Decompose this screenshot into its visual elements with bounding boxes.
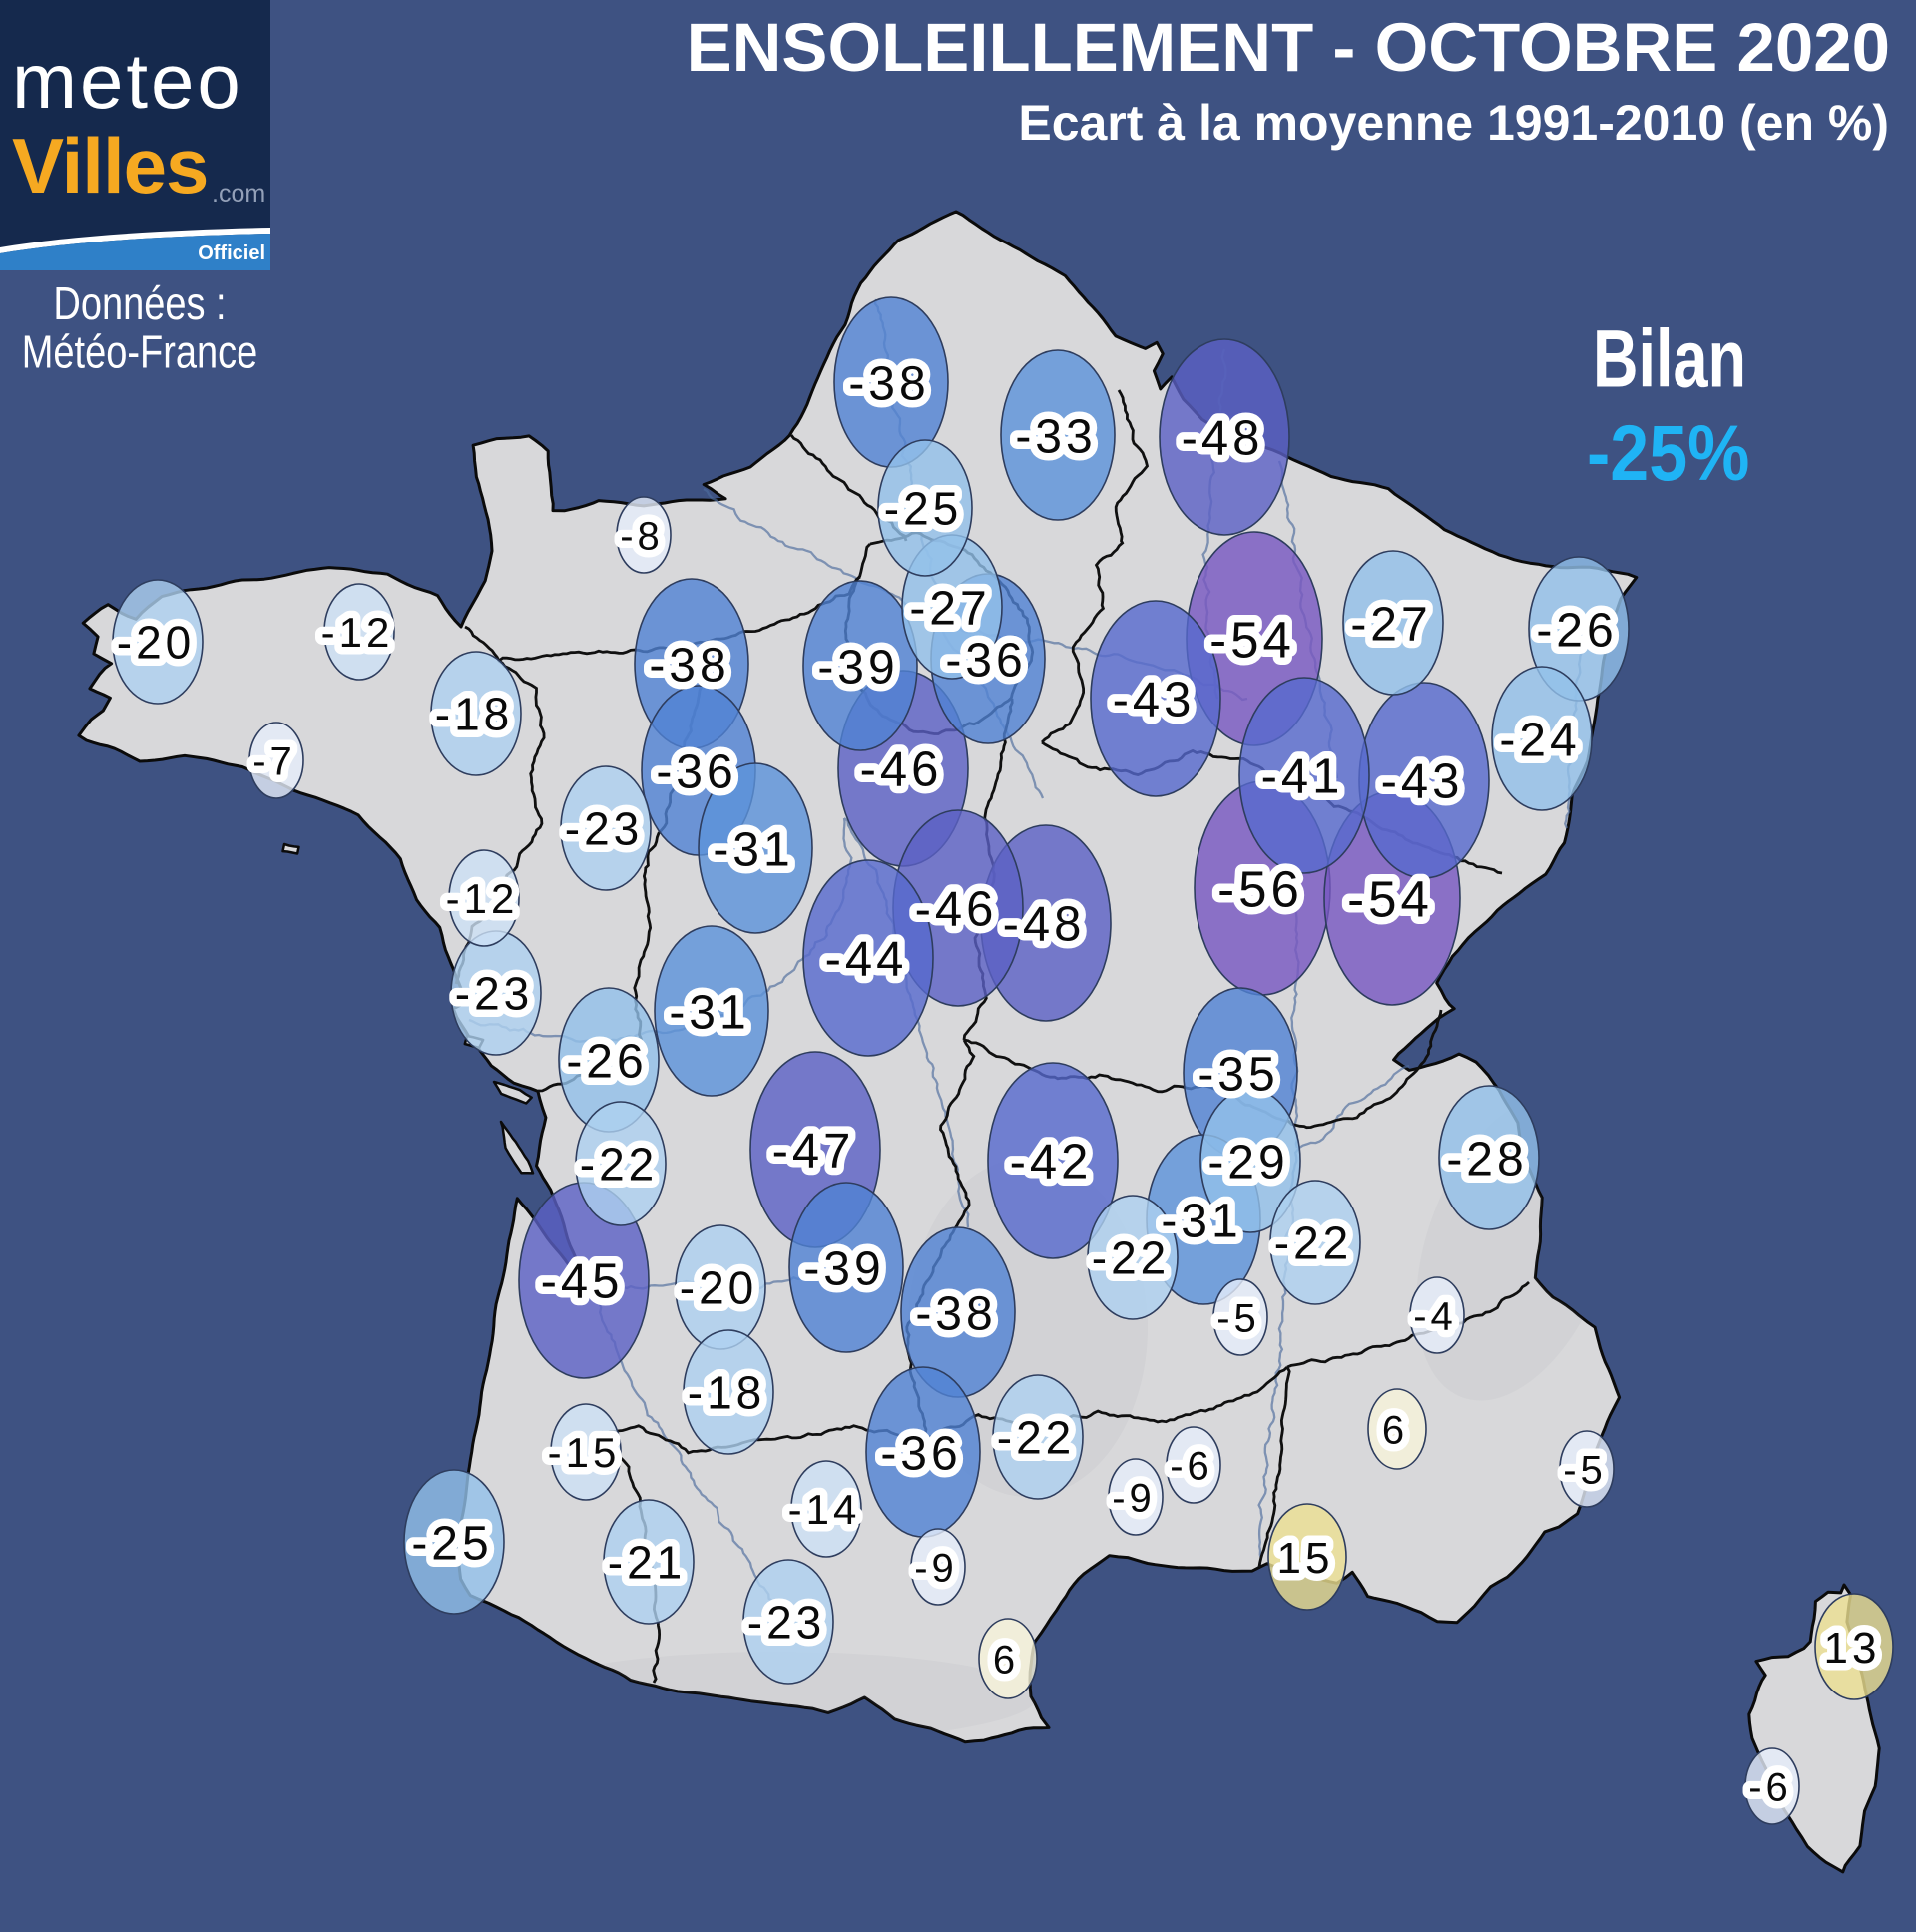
svg-text:-12: -12 xyxy=(446,875,519,922)
svg-text:-27: -27 xyxy=(1350,598,1431,651)
svg-text:-22: -22 xyxy=(1092,1232,1170,1284)
svg-text:-31: -31 xyxy=(669,986,749,1039)
svg-text:-46: -46 xyxy=(860,743,943,797)
svg-text:6: 6 xyxy=(993,1638,1019,1682)
svg-text:-24: -24 xyxy=(1499,714,1580,766)
svg-text:-25: -25 xyxy=(411,1517,492,1570)
svg-text:-41: -41 xyxy=(1261,750,1344,804)
svg-text:-46: -46 xyxy=(915,883,998,937)
svg-text:-31: -31 xyxy=(713,823,793,876)
svg-text:-23: -23 xyxy=(565,803,643,855)
svg-text:-20: -20 xyxy=(680,1262,757,1314)
svg-text:-54: -54 xyxy=(1347,870,1433,927)
svg-text:-6: -6 xyxy=(1748,1765,1792,1809)
svg-text:-43: -43 xyxy=(1381,755,1464,809)
svg-text:-15: -15 xyxy=(548,1429,621,1476)
svg-text:-29: -29 xyxy=(1207,1136,1288,1189)
svg-text:-38: -38 xyxy=(649,639,729,692)
svg-text:-54: -54 xyxy=(1209,611,1295,668)
svg-text:-23: -23 xyxy=(455,968,533,1020)
svg-text:-33: -33 xyxy=(1015,410,1096,463)
svg-text:-47: -47 xyxy=(772,1125,855,1179)
svg-text:-36: -36 xyxy=(945,634,1026,687)
svg-text:-22: -22 xyxy=(997,1412,1075,1464)
svg-text:-39: -39 xyxy=(817,641,898,694)
svg-text:-31: -31 xyxy=(1161,1195,1241,1247)
svg-text:15: 15 xyxy=(1277,1534,1334,1583)
svg-text:-36: -36 xyxy=(656,745,736,798)
svg-text:-28: -28 xyxy=(1446,1133,1527,1186)
svg-text:-14: -14 xyxy=(788,1486,861,1533)
svg-text:-18: -18 xyxy=(688,1367,765,1419)
svg-text:-8: -8 xyxy=(620,514,664,558)
svg-text:-4: -4 xyxy=(1413,1294,1457,1338)
svg-text:-12: -12 xyxy=(321,609,394,656)
svg-text:-38: -38 xyxy=(915,1287,996,1340)
svg-text:-43: -43 xyxy=(1113,674,1196,727)
svg-text:-38: -38 xyxy=(848,357,929,410)
svg-text:-23: -23 xyxy=(747,1597,825,1649)
svg-text:-25: -25 xyxy=(884,483,962,535)
svg-text:-39: -39 xyxy=(803,1242,884,1295)
svg-text:13: 13 xyxy=(1824,1624,1881,1673)
svg-text:-21: -21 xyxy=(608,1537,686,1589)
svg-text:-6: -6 xyxy=(1170,1444,1213,1488)
svg-text:-22: -22 xyxy=(1274,1217,1352,1269)
svg-text:-42: -42 xyxy=(1010,1136,1093,1190)
svg-text:-26: -26 xyxy=(566,1035,647,1088)
svg-text:-35: -35 xyxy=(1198,1048,1278,1101)
svg-text:-9: -9 xyxy=(1112,1476,1156,1520)
svg-text:-48: -48 xyxy=(1182,412,1264,466)
svg-text:-20: -20 xyxy=(117,617,195,669)
svg-text:-9: -9 xyxy=(914,1546,958,1590)
svg-text:-56: -56 xyxy=(1217,860,1303,917)
svg-text:-5: -5 xyxy=(1216,1296,1260,1340)
svg-text:-22: -22 xyxy=(580,1139,658,1191)
svg-text:-18: -18 xyxy=(435,689,513,740)
svg-text:-36: -36 xyxy=(880,1427,961,1480)
svg-text:-5: -5 xyxy=(1563,1448,1607,1492)
svg-text:-45: -45 xyxy=(541,1255,624,1309)
svg-text:6: 6 xyxy=(1382,1408,1408,1452)
svg-text:-26: -26 xyxy=(1536,604,1617,657)
svg-text:-48: -48 xyxy=(1003,898,1086,952)
svg-text:-7: -7 xyxy=(252,739,296,783)
svg-text:-44: -44 xyxy=(825,933,908,987)
svg-text:-27: -27 xyxy=(909,582,990,635)
